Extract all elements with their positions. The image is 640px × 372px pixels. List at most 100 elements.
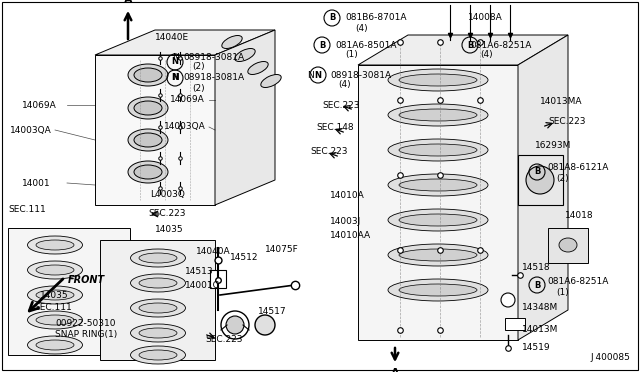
- Ellipse shape: [399, 284, 477, 296]
- Polygon shape: [358, 65, 518, 340]
- Text: 081A6-8251A: 081A6-8251A: [470, 41, 531, 49]
- Ellipse shape: [388, 279, 488, 301]
- Polygon shape: [95, 30, 275, 55]
- Text: N: N: [172, 74, 179, 83]
- Ellipse shape: [131, 324, 186, 342]
- Text: N: N: [173, 74, 183, 83]
- Ellipse shape: [131, 346, 186, 364]
- Ellipse shape: [222, 35, 242, 48]
- Text: N: N: [172, 58, 179, 67]
- Ellipse shape: [399, 74, 477, 86]
- Text: 14003QA: 14003QA: [10, 125, 52, 135]
- Text: 16293M: 16293M: [535, 141, 572, 150]
- Text: B: B: [534, 280, 540, 289]
- Text: N: N: [308, 71, 318, 80]
- Text: 14512: 14512: [230, 253, 259, 263]
- Text: 14001: 14001: [22, 179, 51, 187]
- Ellipse shape: [255, 315, 275, 335]
- Ellipse shape: [399, 109, 477, 121]
- Bar: [518, 155, 563, 205]
- Ellipse shape: [261, 74, 281, 87]
- Ellipse shape: [128, 97, 168, 119]
- Ellipse shape: [388, 139, 488, 161]
- Ellipse shape: [128, 64, 168, 86]
- Ellipse shape: [28, 336, 83, 354]
- Ellipse shape: [139, 328, 177, 338]
- Text: SEC.111: SEC.111: [34, 304, 72, 312]
- Text: 14003J: 14003J: [330, 218, 361, 227]
- Text: 14010AA: 14010AA: [330, 231, 371, 241]
- Ellipse shape: [399, 179, 477, 191]
- Ellipse shape: [139, 350, 177, 360]
- Ellipse shape: [36, 340, 74, 350]
- Polygon shape: [358, 35, 568, 65]
- Text: B: B: [329, 13, 335, 22]
- Ellipse shape: [235, 48, 255, 61]
- Bar: [210, 270, 226, 288]
- Ellipse shape: [134, 68, 162, 82]
- Text: SEC.223: SEC.223: [322, 100, 360, 109]
- Text: SEC.223: SEC.223: [310, 148, 348, 157]
- Ellipse shape: [399, 144, 477, 156]
- Ellipse shape: [28, 236, 83, 254]
- Text: (1): (1): [345, 51, 358, 60]
- Ellipse shape: [388, 104, 488, 126]
- Ellipse shape: [139, 303, 177, 313]
- Text: (4): (4): [355, 23, 367, 32]
- Text: FRONT: FRONT: [68, 275, 105, 285]
- Ellipse shape: [399, 249, 477, 261]
- Text: 14001C: 14001C: [185, 280, 220, 289]
- Text: 14513: 14513: [185, 267, 214, 276]
- Ellipse shape: [226, 316, 244, 334]
- Text: 14010A: 14010A: [330, 190, 365, 199]
- Polygon shape: [8, 228, 130, 355]
- Text: 14517: 14517: [258, 308, 287, 317]
- Ellipse shape: [388, 174, 488, 196]
- Text: SNAP RING(1): SNAP RING(1): [55, 330, 117, 339]
- Text: 14013M: 14013M: [522, 326, 558, 334]
- Bar: [505, 318, 525, 330]
- Text: L4003Q: L4003Q: [150, 190, 185, 199]
- Text: 14008A: 14008A: [468, 13, 503, 22]
- Ellipse shape: [36, 240, 74, 250]
- Ellipse shape: [248, 61, 268, 74]
- Ellipse shape: [139, 253, 177, 263]
- Polygon shape: [100, 240, 215, 360]
- Ellipse shape: [399, 214, 477, 226]
- Text: A: A: [124, 0, 132, 5]
- Ellipse shape: [501, 293, 515, 307]
- Polygon shape: [518, 35, 568, 340]
- Ellipse shape: [128, 161, 168, 183]
- Text: SEC.223: SEC.223: [205, 334, 243, 343]
- Text: 14003QA: 14003QA: [164, 122, 205, 131]
- Text: SEC.111: SEC.111: [8, 205, 45, 215]
- Text: N: N: [314, 71, 321, 80]
- Ellipse shape: [36, 315, 74, 325]
- Text: J 400085: J 400085: [590, 353, 630, 362]
- Text: 14069A: 14069A: [170, 96, 205, 105]
- Text: N: N: [173, 52, 183, 61]
- Ellipse shape: [131, 249, 186, 267]
- Ellipse shape: [388, 244, 488, 266]
- Text: SEC.148: SEC.148: [316, 124, 354, 132]
- Ellipse shape: [134, 101, 162, 115]
- Text: 081A6-8251A: 081A6-8251A: [547, 278, 609, 286]
- Bar: [548, 228, 588, 263]
- Text: (1): (1): [556, 288, 569, 296]
- Text: 14013MA: 14013MA: [540, 97, 582, 106]
- Text: SEC.223: SEC.223: [148, 209, 186, 218]
- Text: 14035: 14035: [155, 225, 184, 234]
- Text: 14075F: 14075F: [265, 246, 299, 254]
- Ellipse shape: [28, 286, 83, 304]
- Ellipse shape: [131, 299, 186, 317]
- Text: 14518: 14518: [522, 263, 550, 273]
- Text: 08918-3081A: 08918-3081A: [330, 71, 391, 80]
- Text: 081A8-6121A: 081A8-6121A: [547, 164, 609, 173]
- Text: 14519: 14519: [522, 343, 550, 353]
- Ellipse shape: [526, 166, 554, 194]
- Ellipse shape: [134, 133, 162, 147]
- Ellipse shape: [221, 311, 249, 339]
- Text: (2): (2): [556, 173, 568, 183]
- Ellipse shape: [28, 261, 83, 279]
- Text: 14069A: 14069A: [22, 100, 57, 109]
